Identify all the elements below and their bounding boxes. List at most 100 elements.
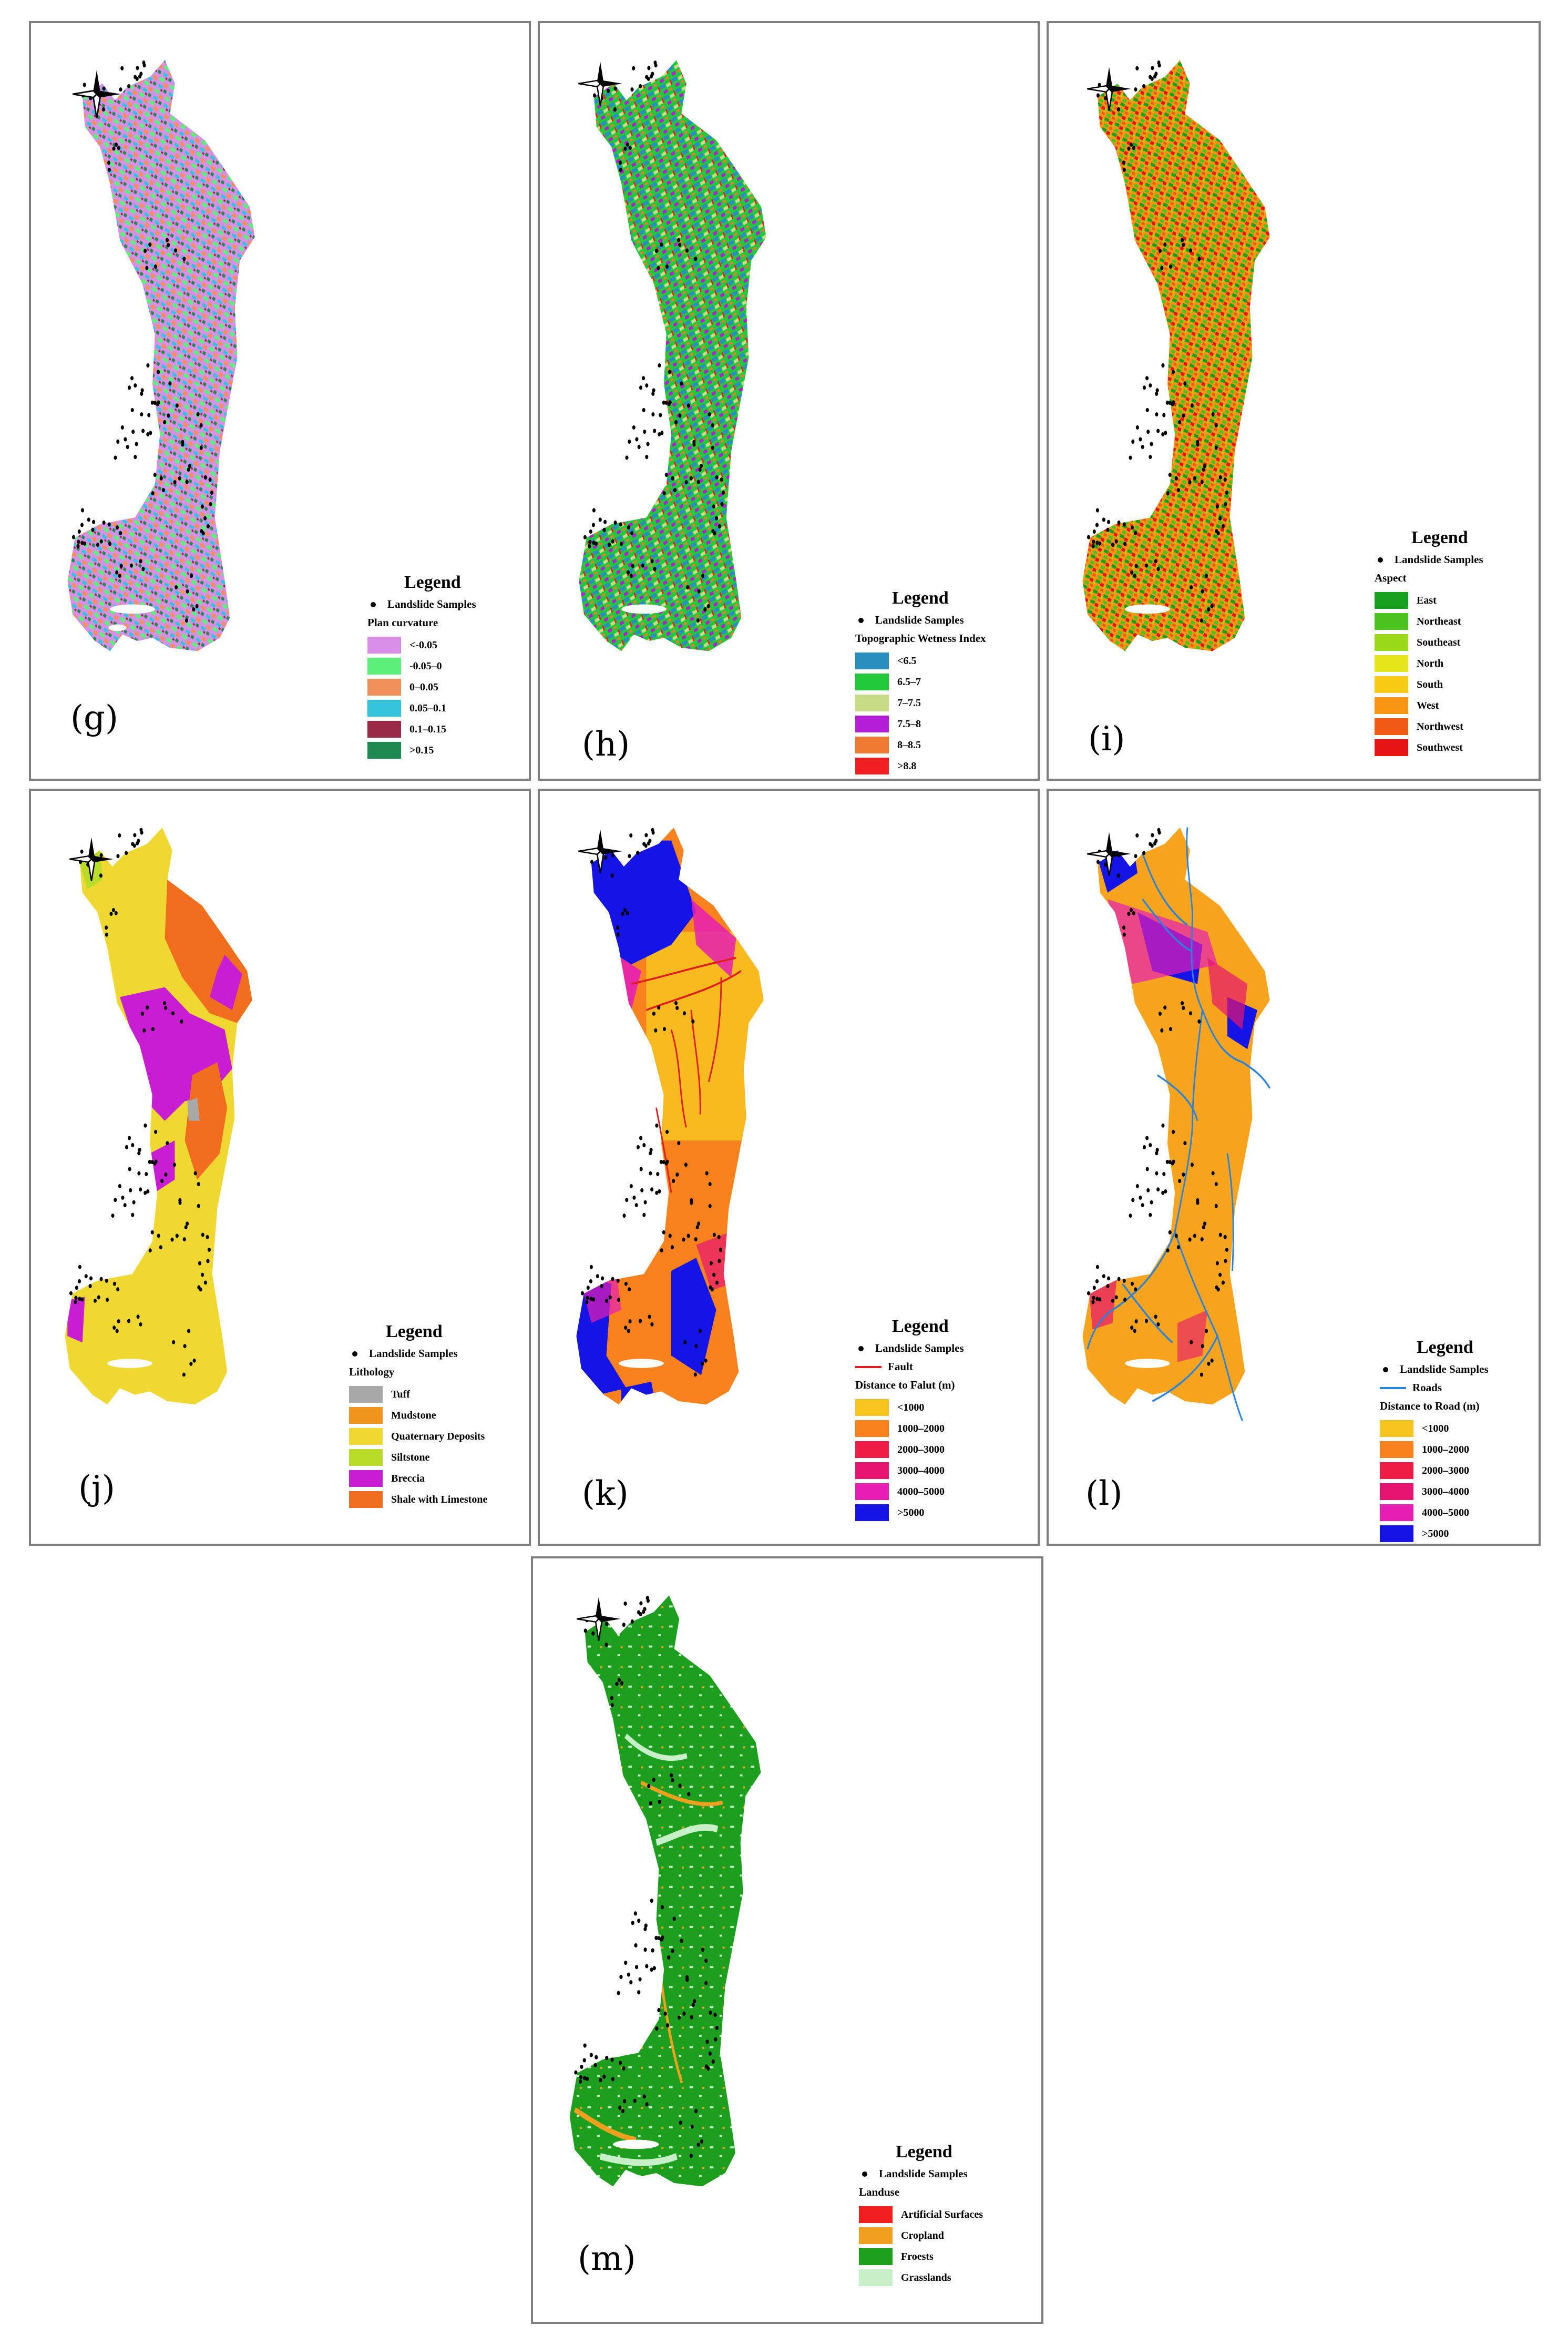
landslide-sample-dot <box>638 1977 642 1982</box>
legend-item-label: >5000 <box>1422 1527 1449 1539</box>
landslide-sample-dot <box>106 1298 109 1302</box>
legend-item-label: <6.5 <box>897 655 917 667</box>
landslide-sample-dot <box>1150 442 1153 446</box>
landslide-sample-dot <box>647 66 651 70</box>
landslide-sample-dot <box>637 1919 641 1923</box>
landslide-sample-dot <box>673 488 677 493</box>
landslide-sample-dot <box>80 1297 84 1302</box>
landslide-sample-dot <box>77 1279 81 1283</box>
landslide-sample-dot <box>653 567 657 572</box>
landslide-sample-dot <box>715 1280 719 1285</box>
landslide-sample-dot <box>1156 567 1160 572</box>
legend-items: <-0.05 -0.05–0 0–0.05 0.05–0.1 0.1–0.15 >0.15 <box>367 635 476 761</box>
legend-items: Tuff Mudstone Quaternary Deposits Siltstone… <box>349 1384 487 1510</box>
landslide-sample-dot <box>178 1200 182 1205</box>
landslide-sample-dot <box>665 2023 670 2028</box>
landslide-sample-dot <box>111 1214 115 1218</box>
landslide-sample-dot <box>77 539 80 544</box>
landslide-sample-dot <box>1168 401 1172 405</box>
landslide-sample-dot <box>653 429 657 433</box>
landslide-sample-dot <box>148 1248 152 1253</box>
legend-item-label: 4000–5000 <box>1422 1506 1469 1518</box>
landslide-sample-dot <box>592 508 596 513</box>
landslide-sample-dot <box>1158 1011 1162 1016</box>
landslide-sample-dot <box>665 264 669 269</box>
landslide-sample-dot <box>622 2099 627 2104</box>
landslide-sample-dot <box>121 1195 125 1200</box>
landslide-sample-dot <box>658 432 661 437</box>
landslide-sample-dot <box>1154 1314 1157 1319</box>
landslide-sample-dot <box>593 2063 597 2067</box>
map-k <box>576 827 764 1405</box>
legend-item-label: <-0.05 <box>409 639 438 651</box>
legend-item: 1000–2000 <box>1380 1439 1489 1460</box>
landslide-sample-dot <box>1224 1259 1227 1263</box>
landslide-sample-dot <box>588 539 592 544</box>
landslide-sample-dot <box>668 1233 672 1238</box>
landslide-sample-dot <box>690 2015 693 2020</box>
landslide-sample-dot <box>660 1937 663 1942</box>
landslide-sample-dot <box>654 1028 658 1033</box>
landslide-sample-dot <box>77 529 81 534</box>
landslide-sample-dot <box>140 830 144 835</box>
landslide-sample-dot <box>1182 413 1185 418</box>
landslide-sample-dot <box>1134 854 1137 859</box>
compass-icon <box>65 833 118 885</box>
landslide-sample-dot <box>105 932 108 937</box>
landslide-sample-dot <box>166 1141 169 1146</box>
legend-item: <1000 <box>855 1397 964 1418</box>
legend-item-label: 0.1–0.15 <box>409 723 446 735</box>
landslide-sample-dot <box>114 455 117 460</box>
landslide-sample-dot <box>650 1967 653 1972</box>
legend-item: <1000 <box>1380 1418 1489 1439</box>
landslide-sample-dot <box>656 1172 660 1176</box>
map-g <box>67 60 255 651</box>
landslide-sample-dot <box>603 519 607 524</box>
landslide-sample-dot <box>650 559 654 564</box>
legend-g: Legend Landslide Samples Plan curvature … <box>367 573 476 761</box>
legend-item: >8.8 <box>855 756 986 777</box>
landslide-sample-dot <box>107 160 111 165</box>
landslide-sample-dot <box>1207 607 1211 612</box>
legend-road-line: Roads <box>1380 1381 1489 1394</box>
landslide-sample-dot <box>1216 1287 1220 1292</box>
landslide-sample-dot <box>105 925 108 930</box>
landslide-sample-dot <box>660 431 664 435</box>
landslide-sample-dot <box>1178 1179 1182 1184</box>
landslide-sample-dot <box>125 1145 129 1149</box>
landslide-sample-dot <box>583 1628 587 1633</box>
landslide-sample-dot <box>665 1129 669 1134</box>
landslide-sample-dot <box>1130 1326 1134 1330</box>
landslide-sample-dot <box>589 1297 593 1301</box>
landslide-sample-dot <box>151 1027 155 1032</box>
landslide-sample-dot <box>662 400 665 405</box>
landslide-sample-dot <box>670 1773 673 1778</box>
landslide-sample-dot <box>705 1171 709 1176</box>
legend-item: Northwest <box>1375 716 1483 737</box>
landslide-sample-dot <box>677 1141 681 1146</box>
legend-header: Plan curvature <box>367 616 438 629</box>
landslide-sample-dot <box>1161 432 1165 437</box>
landslide-sample-dot <box>1224 502 1227 506</box>
landslide-sample-dot <box>711 423 714 428</box>
legend-item: Tuff <box>349 1384 487 1405</box>
legend-swatch <box>367 742 401 759</box>
landslide-sample-dot <box>136 841 139 846</box>
landslide-sample-dot <box>1106 527 1110 532</box>
legend-item: 1000–2000 <box>855 1418 964 1439</box>
landslide-sample-dot <box>679 2120 682 2125</box>
legend-swatch <box>1375 739 1408 756</box>
landslide-sample-dot <box>646 442 650 446</box>
landslide-sample-dot <box>1178 420 1182 425</box>
landslide-sample-dot <box>604 855 608 860</box>
landslide-sample-dot <box>1168 1230 1172 1235</box>
landslide-sample-dot <box>625 1198 629 1202</box>
landslide-sample-dot <box>1149 1212 1152 1217</box>
landslide-sample-dot <box>1153 74 1157 79</box>
legend-header: Distance to Road (m) <box>1380 1400 1480 1412</box>
legend-item-label: >0.15 <box>409 744 434 756</box>
landslide-sample-dot <box>1225 1247 1228 1252</box>
landslide-sample-dot <box>1153 841 1157 846</box>
landslide-sample-dot <box>182 257 186 261</box>
landslide-sample-dot <box>586 1286 590 1290</box>
